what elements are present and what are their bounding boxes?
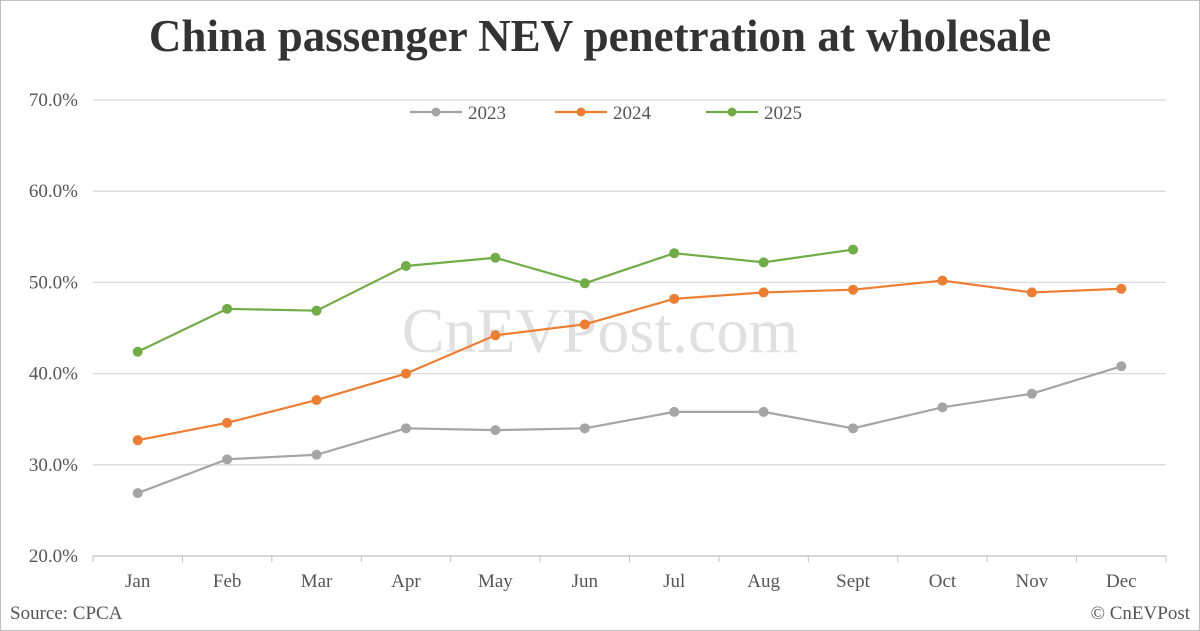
data-point-2024 xyxy=(311,395,322,406)
data-point-2025 xyxy=(758,257,769,268)
data-point-2024 xyxy=(1026,287,1037,298)
data-point-2023 xyxy=(669,406,680,417)
x-tick-label: Jun xyxy=(572,571,599,592)
data-point-2023 xyxy=(311,449,322,460)
data-point-2025 xyxy=(222,303,233,314)
data-point-2023 xyxy=(579,423,590,434)
data-point-2025 xyxy=(490,252,501,263)
x-tick-label: Jan xyxy=(125,571,151,592)
legend-label-2023: 2023 xyxy=(468,103,506,124)
data-point-2024 xyxy=(669,293,680,304)
data-point-2024 xyxy=(1116,283,1127,294)
y-tick-label: 50.0% xyxy=(29,272,78,293)
data-point-2025 xyxy=(848,244,859,255)
y-tick-label: 30.0% xyxy=(29,455,78,476)
data-point-2023 xyxy=(400,423,411,434)
y-tick-label: 20.0% xyxy=(29,546,78,567)
series-line-2023 xyxy=(137,365,1122,495)
data-point-2024 xyxy=(848,284,859,295)
legend-label-2024: 2024 xyxy=(613,103,652,124)
data-point-2023 xyxy=(132,488,143,499)
data-point-2024 xyxy=(758,287,769,298)
y-tick-label: 40.0% xyxy=(29,364,78,385)
data-point-2025 xyxy=(579,278,590,289)
x-tick-label: Mar xyxy=(301,571,333,592)
data-point-2023 xyxy=(1026,388,1037,399)
data-point-2023 xyxy=(1116,361,1127,372)
legend-marker-2024 xyxy=(576,107,586,117)
data-point-2023 xyxy=(758,406,769,417)
legend-marker-2023 xyxy=(431,107,441,117)
x-tick-label: Oct xyxy=(929,571,957,592)
legend-marker-2025 xyxy=(727,107,737,117)
data-point-2024 xyxy=(222,417,233,428)
series-line-2024 xyxy=(137,279,1122,442)
x-tick-label: Feb xyxy=(213,571,242,592)
data-point-2025 xyxy=(311,305,322,316)
data-point-2023 xyxy=(490,425,501,436)
x-tick-label: Jul xyxy=(663,571,685,592)
watermark: CnEVPost.com xyxy=(402,295,798,366)
data-point-2023 xyxy=(848,423,859,434)
x-tick-label: Sept xyxy=(836,571,871,592)
data-point-2023 xyxy=(937,402,948,413)
y-tick-label: 70.0% xyxy=(29,90,78,111)
data-point-2023 xyxy=(222,454,233,465)
copyright-note: © CnEVPost xyxy=(1090,603,1190,624)
x-tick-label: Dec xyxy=(1106,571,1137,592)
data-point-2025 xyxy=(400,260,411,271)
data-point-2024 xyxy=(400,368,411,379)
x-tick-label: Aug xyxy=(747,571,780,592)
data-point-2024 xyxy=(937,275,948,286)
x-tick-label: Nov xyxy=(1016,571,1049,592)
chart-title: China passenger NEV penetration at whole… xyxy=(148,11,1052,61)
data-point-2024 xyxy=(579,319,590,330)
data-point-2024 xyxy=(132,435,143,446)
legend-label-2025: 2025 xyxy=(764,103,802,124)
source-note: Source: CPCA xyxy=(10,603,123,624)
y-tick-label: 60.0% xyxy=(29,181,78,202)
data-point-2025 xyxy=(669,248,680,259)
x-tick-label: May xyxy=(478,571,513,592)
data-point-2024 xyxy=(490,330,501,341)
x-tick-label: Apr xyxy=(391,571,421,592)
data-point-2025 xyxy=(132,346,143,357)
